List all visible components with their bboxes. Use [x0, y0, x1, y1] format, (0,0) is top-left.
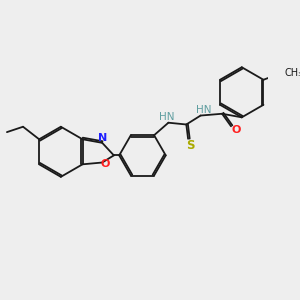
Text: O: O — [100, 159, 110, 169]
Text: CH₃: CH₃ — [285, 68, 300, 78]
Text: N: N — [98, 134, 108, 143]
Text: O: O — [232, 125, 241, 135]
Text: HN: HN — [196, 105, 212, 115]
Text: S: S — [186, 139, 194, 152]
Text: HN: HN — [159, 112, 174, 122]
